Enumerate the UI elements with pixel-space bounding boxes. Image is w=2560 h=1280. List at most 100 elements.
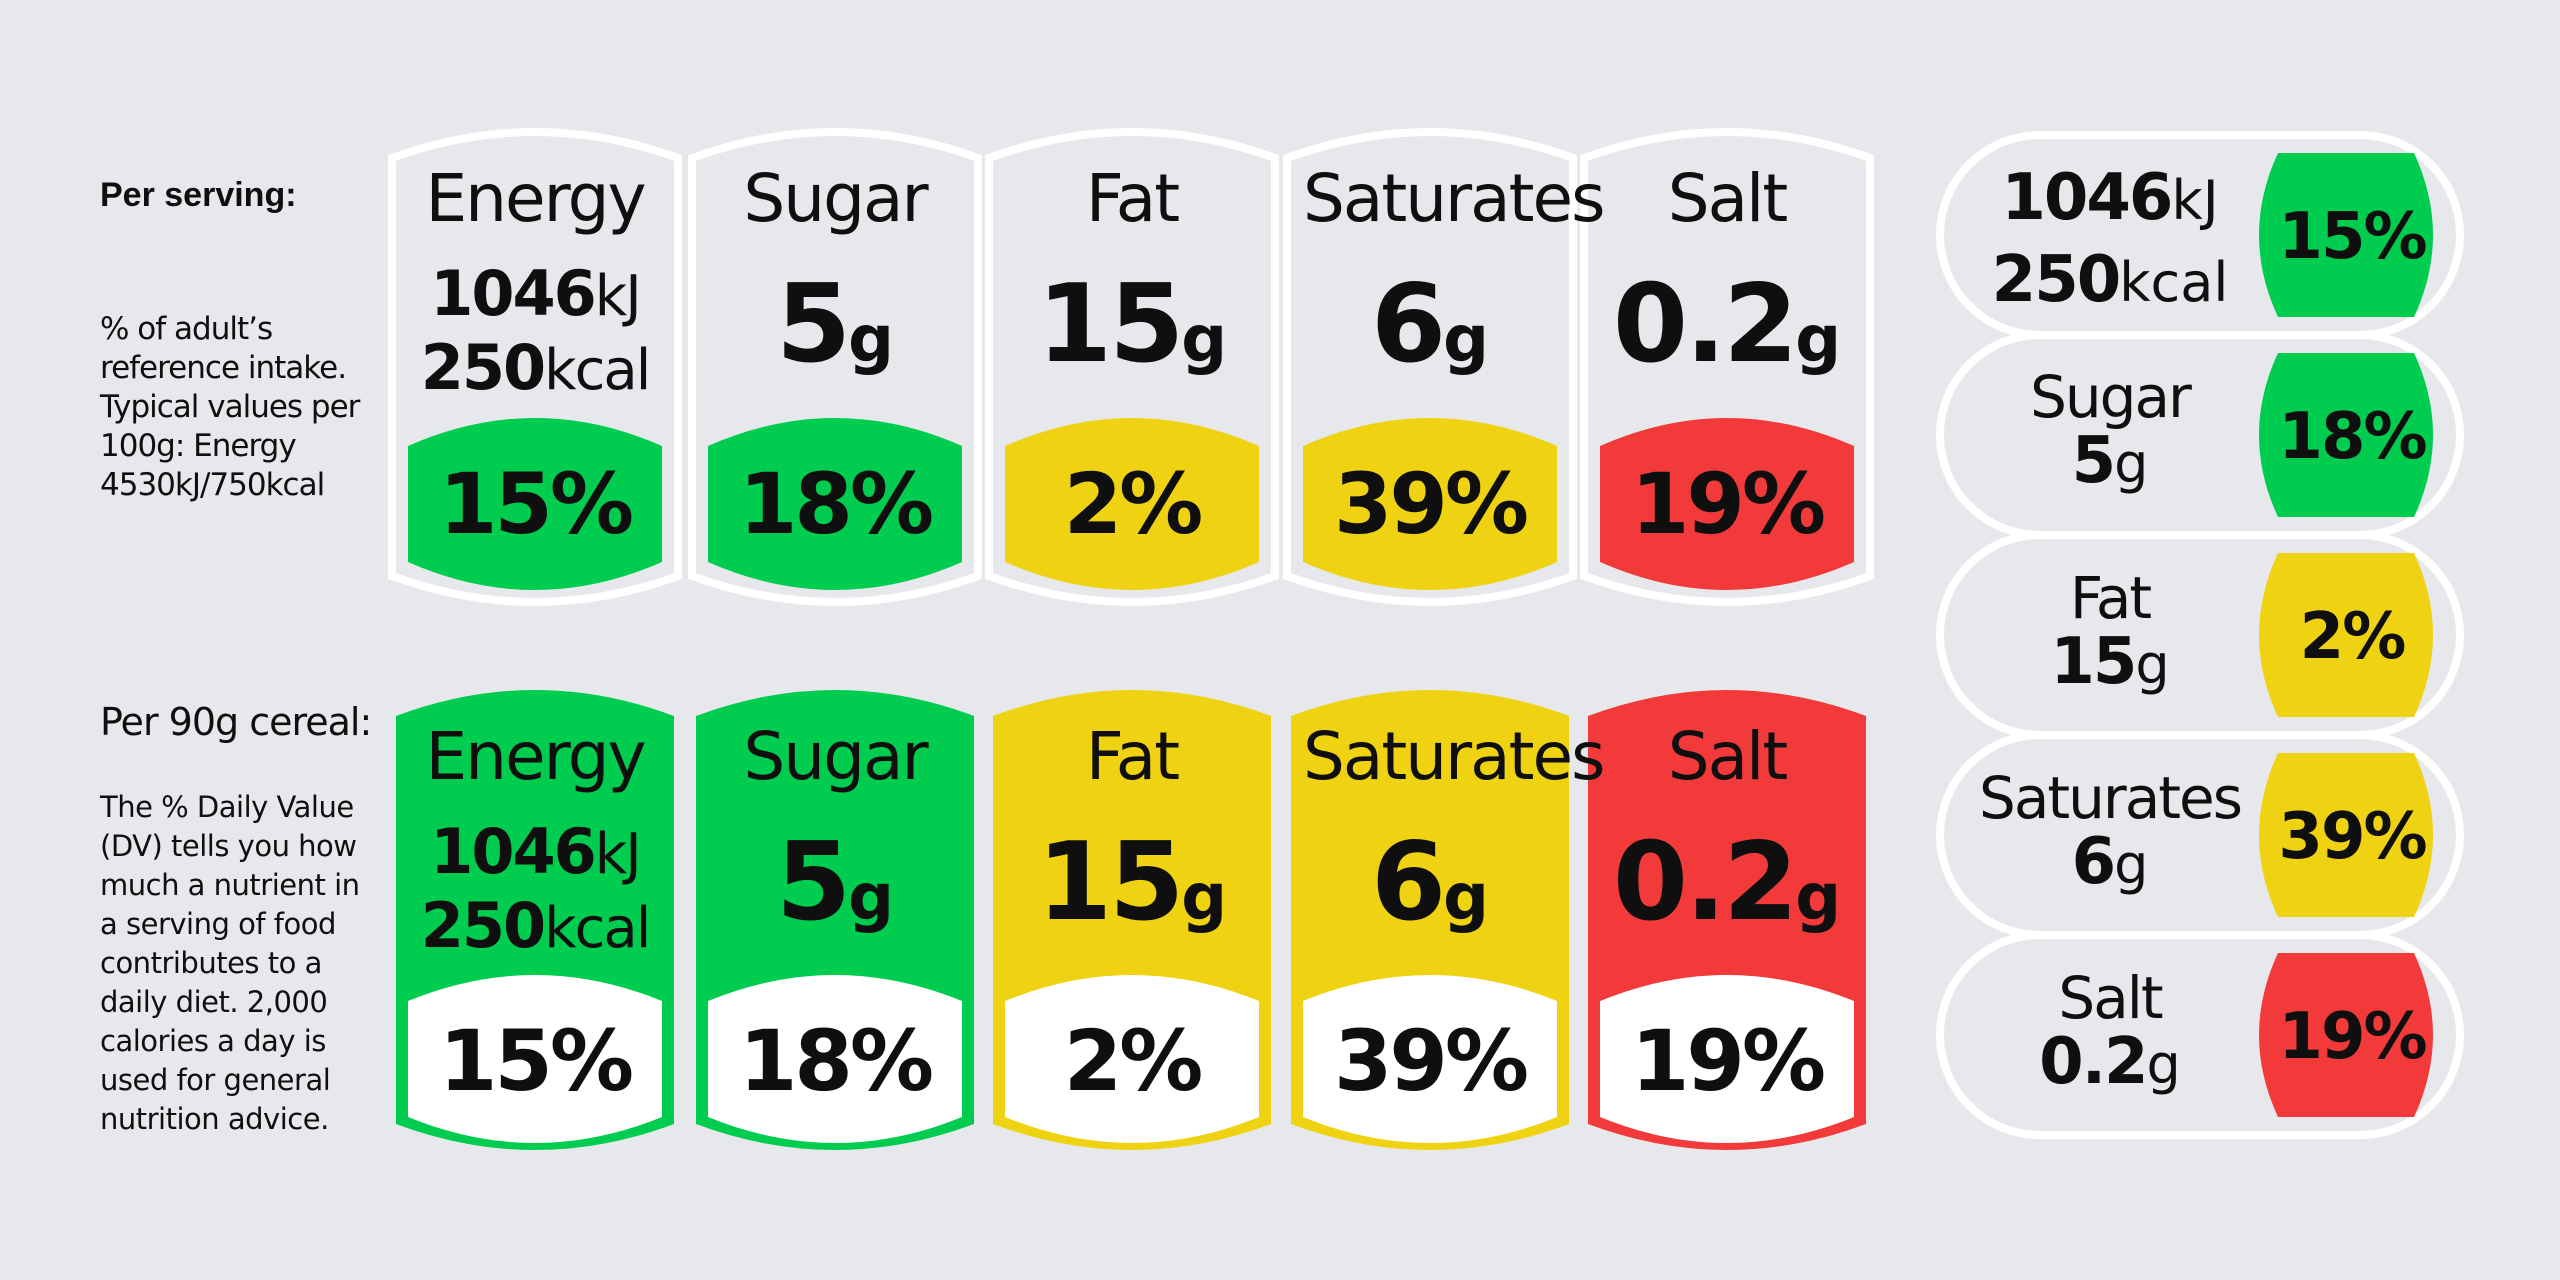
serving-percent-fill xyxy=(1005,418,1259,590)
percent-value: 19% xyxy=(2278,1000,2427,1074)
nutrient-name: Energy xyxy=(425,160,646,237)
per-cereal-heading: Per 90g cereal: xyxy=(100,700,372,744)
horizontal-percent-fill xyxy=(2259,353,2433,517)
amount-value: 0.2 xyxy=(2039,1025,2148,1099)
nutrient-name: Saturates xyxy=(1303,160,1606,237)
amount-unit: g xyxy=(1181,303,1228,377)
percent-value: 39% xyxy=(1333,1012,1529,1110)
energy-kcal-unit: kcal xyxy=(544,338,651,403)
nutrient-name: Sugar xyxy=(743,160,928,237)
amount-unit: g xyxy=(2114,432,2149,495)
serving-percent-fill xyxy=(408,418,662,590)
amount-value: 6 xyxy=(1371,820,1446,945)
percent-value: 2% xyxy=(2299,600,2407,674)
amount-unit: g xyxy=(2146,1033,2181,1096)
nutrient-label: Sugar 5g xyxy=(1940,366,2280,510)
amount-value: 5 xyxy=(776,262,851,387)
amount-unit: g xyxy=(848,303,894,377)
nutrient-name: Saturates xyxy=(1303,718,1606,795)
nutrient-amount: 0.2g xyxy=(1600,262,1854,387)
nutrient-amount: 6g xyxy=(1303,820,1557,945)
energy-kcal-value: 250 xyxy=(1991,243,2122,317)
nutrient-label: Salt 0.2g xyxy=(1940,967,2280,1111)
cereal-percent-panel xyxy=(1303,975,1557,1143)
amount-unit: g xyxy=(1443,861,1489,935)
amount-value: 0.2 xyxy=(1612,262,1798,387)
percent-value: 39% xyxy=(1333,455,1529,553)
nutrient-name: Sugar xyxy=(2030,363,2192,431)
per-cereal-note: The % Daily Value (DV) tells you how muc… xyxy=(100,790,360,1136)
energy-kcal-value: 250 xyxy=(420,331,546,404)
nutrient-name: Fat xyxy=(1085,160,1180,237)
nutrient-name: Fat xyxy=(2069,564,2152,632)
cereal-percent-panel xyxy=(1005,975,1259,1143)
nutrient-name: Saturates xyxy=(1979,764,2243,832)
nutrient-label: Fat 15g xyxy=(1940,567,2280,711)
amount-unit: g xyxy=(2135,633,2170,696)
percent-value: 15% xyxy=(2278,200,2427,274)
cereal-percent-panel xyxy=(708,975,962,1143)
energy-values: 1046kJ 250kcal xyxy=(1940,165,2280,329)
energy-kcal-unit: kcal xyxy=(2119,251,2229,314)
nutrient-label: Saturates 6g xyxy=(1940,767,2280,911)
energy-kj-value: 1046 xyxy=(430,257,597,330)
energy-kj-unit: kJ xyxy=(2171,169,2219,232)
per-serving-heading: Per serving: xyxy=(100,176,297,214)
energy-values: 1046kJ 250kcal xyxy=(408,821,662,971)
nutrient-amount: 5g xyxy=(708,262,962,387)
percent-value: 19% xyxy=(1630,1012,1826,1110)
amount-value: 15 xyxy=(1036,820,1184,945)
percent-value: 2% xyxy=(1063,455,1204,553)
nutrient-amount: 15g xyxy=(1005,820,1259,945)
cereal-percent-panel xyxy=(1600,975,1854,1143)
percent-value: 15% xyxy=(438,1012,634,1110)
energy-values: 1046kJ 250kcal xyxy=(408,263,662,413)
amount-unit: g xyxy=(1443,303,1489,377)
serving-percent-fill xyxy=(708,418,962,590)
percent-value: 19% xyxy=(1630,455,1826,553)
amount-unit: g xyxy=(1795,861,1842,935)
energy-kcal-unit: kcal xyxy=(544,896,651,961)
nutrient-amount: 5g xyxy=(708,820,962,945)
per-serving-note: % of adult’s reference intake. Typical v… xyxy=(100,311,360,503)
percent-value: 39% xyxy=(2278,800,2427,874)
nutrient-name: Salt xyxy=(1667,160,1789,237)
nutrient-name: Sugar xyxy=(743,718,928,795)
energy-kcal-value: 250 xyxy=(420,889,546,962)
percent-value: 15% xyxy=(438,455,634,553)
nutrient-name: Salt xyxy=(1667,718,1789,795)
serving-percent-fill xyxy=(1600,418,1854,590)
amount-unit: g xyxy=(1181,861,1228,935)
amount-value: 5 xyxy=(776,820,851,945)
horizontal-percent-fill xyxy=(2259,553,2433,717)
amount-unit: g xyxy=(2114,833,2149,896)
nutrient-amount: 15g xyxy=(1005,262,1259,387)
percent-value: 18% xyxy=(738,1012,934,1110)
amount-value: 5 xyxy=(2071,424,2117,498)
energy-kj-unit: kJ xyxy=(594,822,642,887)
serving-percent-fill xyxy=(1303,418,1557,590)
cereal-percent-panel xyxy=(408,975,662,1143)
nutrient-name: Energy xyxy=(425,718,646,795)
horizontal-percent-fill xyxy=(2259,953,2433,1117)
amount-unit: g xyxy=(1795,303,1842,377)
amount-value: 0.2 xyxy=(1612,820,1798,945)
nutrient-name: Salt xyxy=(2058,964,2163,1032)
percent-value: 18% xyxy=(738,455,934,553)
energy-kj-value: 1046 xyxy=(430,815,597,888)
horizontal-percent-fill xyxy=(2259,153,2433,317)
percent-value: 2% xyxy=(1063,1012,1204,1110)
amount-value: 6 xyxy=(2071,825,2117,899)
amount-value: 15 xyxy=(2050,625,2137,699)
amount-value: 6 xyxy=(1371,262,1446,387)
energy-kj-unit: kJ xyxy=(594,264,642,329)
nutrient-amount: 6g xyxy=(1303,262,1557,387)
energy-kj-value: 1046 xyxy=(2001,161,2173,235)
percent-value: 18% xyxy=(2278,400,2427,474)
nutrient-amount: 0.2g xyxy=(1600,820,1854,945)
nutrient-name: Fat xyxy=(1085,718,1180,795)
amount-unit: g xyxy=(848,861,894,935)
horizontal-percent-fill xyxy=(2259,753,2433,917)
amount-value: 15 xyxy=(1036,262,1184,387)
